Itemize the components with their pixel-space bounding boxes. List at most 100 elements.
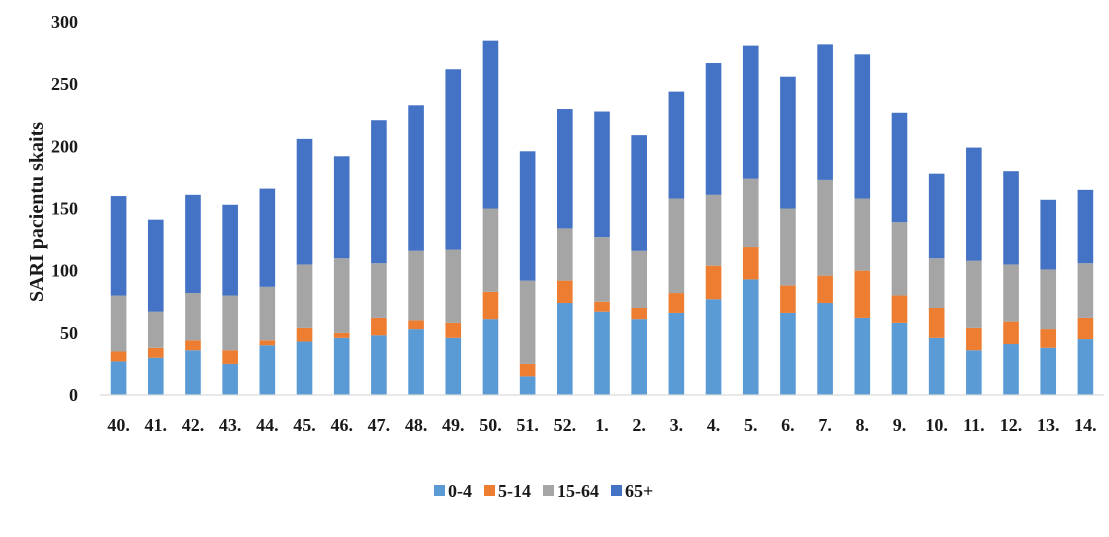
y-axis-label: SARI pacientu skaits xyxy=(26,122,48,302)
bar-segment-65+ xyxy=(1003,171,1019,265)
bar-segment-65+ xyxy=(259,188,276,287)
bar-segment-5-14 xyxy=(668,293,685,313)
bar-stack xyxy=(928,173,945,395)
bar-segment-65+ xyxy=(110,196,127,296)
bar-segment-5-14 xyxy=(1003,321,1019,345)
bar-segment-15-64 xyxy=(928,258,945,308)
bar-segment-5-14 xyxy=(705,265,722,300)
x-tick-label: 48. xyxy=(405,415,428,435)
bar-segment-0-4 xyxy=(110,361,127,395)
bar-stack xyxy=(668,91,685,395)
bar-stack xyxy=(296,138,313,395)
bar-segment-15-64 xyxy=(557,228,573,281)
bar-segment-0-4 xyxy=(519,376,536,395)
bar-stack xyxy=(519,151,536,395)
bar-segment-0-4 xyxy=(780,312,796,395)
bar-segment-0-4 xyxy=(482,319,499,395)
bar-segment-65+ xyxy=(631,135,647,251)
bar-segment-65+ xyxy=(817,44,833,180)
bar-segment-0-4 xyxy=(817,302,833,395)
bar-segment-15-64 xyxy=(742,178,759,248)
bar-segment-0-4 xyxy=(705,299,722,395)
bar-stacks xyxy=(110,40,1094,395)
bar-segment-65+ xyxy=(408,105,424,251)
bar-segment-5-14 xyxy=(1040,329,1057,348)
x-tick-label: 40. xyxy=(107,415,130,435)
bar-segment-15-64 xyxy=(966,260,982,328)
bar-segment-0-4 xyxy=(594,311,610,395)
bar-segment-5-14 xyxy=(854,270,871,318)
bar-segment-5-14 xyxy=(780,285,796,313)
bar-segment-0-4 xyxy=(1003,344,1019,395)
bar-segment-15-64 xyxy=(631,250,647,308)
bar-segment-65+ xyxy=(445,69,462,250)
bar-stack xyxy=(259,188,276,395)
x-axis-ticks: 40. 41. 42. 43. 44. 45. 46. 47. 48. 49. 50. 51. 52. 1… xyxy=(107,415,1096,435)
y-axis-ticks: 0 50 100 150 200 250 300 xyxy=(51,12,78,405)
bar-segment-15-64 xyxy=(371,263,387,318)
bar-segment-15-64 xyxy=(222,295,238,351)
bar-segment-0-4 xyxy=(891,322,908,395)
y-tick-label: 50 xyxy=(60,323,78,343)
bar-segment-0-4 xyxy=(222,363,238,395)
bar-stack xyxy=(557,109,573,395)
y-tick-label: 150 xyxy=(51,199,78,219)
bar-stack xyxy=(817,44,833,395)
bar-segment-65+ xyxy=(296,138,313,265)
bar-segment-5-14 xyxy=(594,301,610,312)
x-tick-label: 5. xyxy=(744,415,758,435)
bar-segment-15-64 xyxy=(854,198,871,271)
bar-segment-65+ xyxy=(594,111,610,238)
bar-segment-5-14 xyxy=(222,350,238,364)
bar-stack xyxy=(371,120,387,395)
bar-segment-65+ xyxy=(966,147,982,261)
x-tick-label: 7. xyxy=(818,415,832,435)
bar-segment-0-4 xyxy=(1040,347,1057,395)
legend-swatch xyxy=(484,485,495,496)
bar-segment-0-4 xyxy=(147,357,164,395)
bar-segment-15-64 xyxy=(259,286,276,341)
legend-label: 5-14 xyxy=(498,481,531,501)
bar-segment-65+ xyxy=(1077,189,1094,264)
bar-segment-15-64 xyxy=(408,250,424,321)
bar-segment-15-64 xyxy=(1003,264,1019,322)
legend-label: 0-4 xyxy=(448,481,472,501)
bar-segment-65+ xyxy=(482,40,499,209)
x-tick-label: 14. xyxy=(1074,415,1097,435)
bar-segment-5-14 xyxy=(296,327,313,342)
bar-segment-65+ xyxy=(222,204,238,296)
bar-stack xyxy=(222,204,238,395)
x-tick-label: 9. xyxy=(893,415,907,435)
legend-swatch xyxy=(434,485,445,496)
bar-segment-65+ xyxy=(668,91,685,199)
bar-segment-15-64 xyxy=(110,295,127,352)
bar-segment-5-14 xyxy=(966,327,982,351)
y-tick-label: 250 xyxy=(51,74,78,94)
legend-item: 0-4 xyxy=(434,481,472,501)
bar-segment-0-4 xyxy=(185,350,201,395)
bar-segment-15-64 xyxy=(519,280,536,364)
x-tick-label: 11. xyxy=(963,415,985,435)
legend: 0-4 5-14 15-64 65+ xyxy=(434,481,653,501)
bar-segment-5-14 xyxy=(1077,317,1094,340)
legend-label: 15-64 xyxy=(557,481,599,501)
bar-segment-15-64 xyxy=(817,179,833,276)
y-tick-label: 0 xyxy=(69,385,78,405)
bar-segment-0-4 xyxy=(742,279,759,395)
bar-segment-65+ xyxy=(780,76,796,209)
bar-segment-5-14 xyxy=(333,332,350,338)
x-tick-label: 44. xyxy=(256,415,279,435)
bar-segment-65+ xyxy=(742,45,759,179)
bar-segment-65+ xyxy=(519,151,536,281)
bar-segment-0-4 xyxy=(408,329,424,395)
bar-stack xyxy=(1077,189,1094,395)
x-tick-label: 41. xyxy=(145,415,168,435)
bar-segment-15-64 xyxy=(668,198,685,294)
x-tick-label: 45. xyxy=(293,415,316,435)
legend-item: 65+ xyxy=(611,481,653,501)
bar-segment-0-4 xyxy=(1077,339,1094,395)
bar-stack xyxy=(594,111,610,395)
bar-segment-15-64 xyxy=(445,249,462,323)
bar-segment-65+ xyxy=(854,54,871,199)
bar-segment-15-64 xyxy=(1040,269,1057,330)
